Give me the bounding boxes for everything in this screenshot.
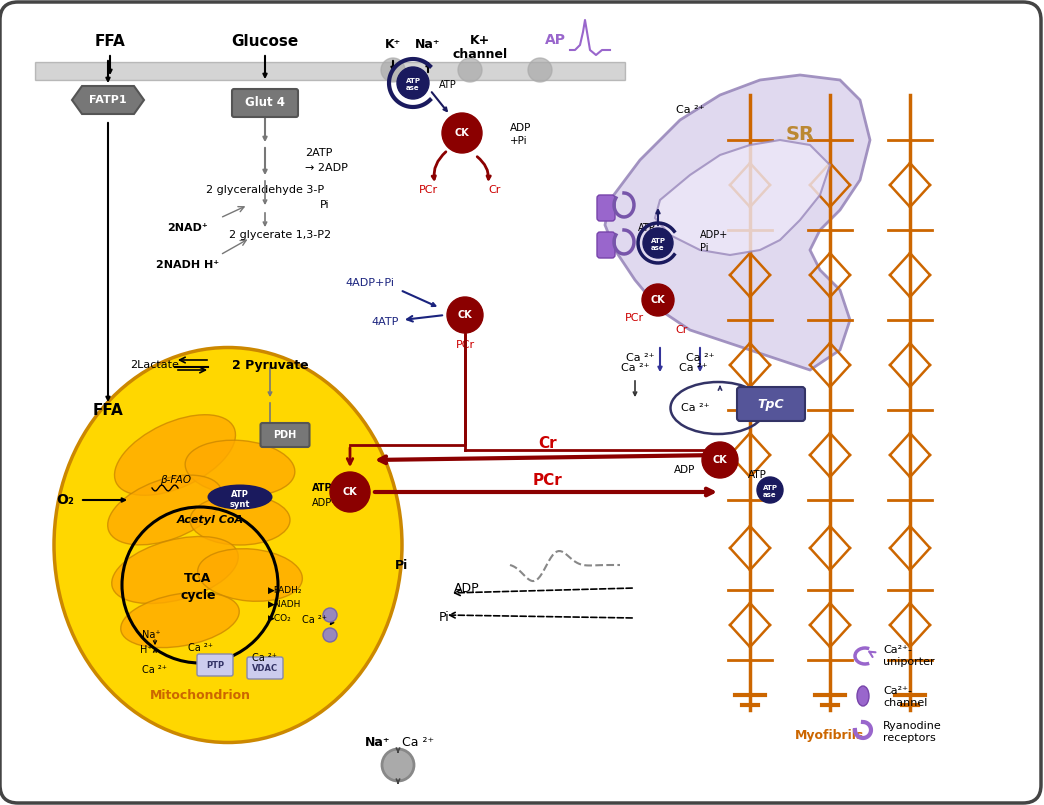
Text: Ca ²⁺: Ca ²⁺ bbox=[681, 403, 709, 413]
Ellipse shape bbox=[54, 348, 402, 742]
Text: 2 Pyruvate: 2 Pyruvate bbox=[232, 358, 308, 371]
FancyBboxPatch shape bbox=[232, 89, 298, 117]
Text: β-FAO: β-FAO bbox=[160, 475, 191, 485]
Text: ase: ase bbox=[763, 492, 777, 498]
Circle shape bbox=[447, 297, 483, 333]
FancyBboxPatch shape bbox=[247, 657, 283, 679]
Text: ADP: ADP bbox=[511, 123, 531, 133]
Circle shape bbox=[382, 749, 414, 781]
Text: Na⁺: Na⁺ bbox=[365, 736, 390, 749]
Text: CK: CK bbox=[713, 455, 728, 465]
Ellipse shape bbox=[185, 440, 294, 496]
Text: ase: ase bbox=[406, 85, 420, 91]
Text: 2NAD⁺: 2NAD⁺ bbox=[168, 223, 209, 233]
Text: TCA: TCA bbox=[185, 572, 212, 584]
Ellipse shape bbox=[857, 686, 869, 706]
FancyBboxPatch shape bbox=[197, 654, 233, 676]
Text: Ryanodine: Ryanodine bbox=[883, 721, 942, 731]
Text: AP: AP bbox=[545, 33, 566, 47]
Circle shape bbox=[323, 608, 337, 622]
Text: +Pi: +Pi bbox=[511, 136, 527, 146]
Text: Ca ²⁺: Ca ²⁺ bbox=[679, 363, 707, 373]
Text: PDH: PDH bbox=[274, 430, 296, 440]
Text: PCr: PCr bbox=[455, 340, 475, 350]
Text: receptors: receptors bbox=[883, 733, 935, 743]
Ellipse shape bbox=[115, 415, 236, 495]
Text: O₂: O₂ bbox=[56, 493, 74, 507]
Text: Glucose: Glucose bbox=[232, 35, 299, 49]
Text: ADP: ADP bbox=[454, 581, 480, 595]
Text: Ca ²⁺: Ca ²⁺ bbox=[252, 653, 277, 663]
Text: ADP+Pi: ADP+Pi bbox=[312, 498, 349, 508]
Text: K⁺: K⁺ bbox=[385, 39, 401, 52]
Text: Pi: Pi bbox=[699, 243, 709, 253]
Text: 2NADH H⁺: 2NADH H⁺ bbox=[157, 260, 219, 270]
Text: CK: CK bbox=[454, 128, 470, 138]
Text: uniporter: uniporter bbox=[883, 657, 934, 667]
Circle shape bbox=[458, 58, 482, 82]
Polygon shape bbox=[655, 140, 830, 255]
FancyBboxPatch shape bbox=[737, 387, 805, 421]
Circle shape bbox=[381, 58, 405, 82]
Text: CK: CK bbox=[650, 295, 665, 305]
Text: Glut 4: Glut 4 bbox=[245, 97, 285, 109]
Circle shape bbox=[323, 628, 337, 642]
Text: ▶FADH₂: ▶FADH₂ bbox=[268, 585, 303, 595]
Text: ▶CO₂: ▶CO₂ bbox=[268, 613, 291, 622]
Ellipse shape bbox=[197, 549, 303, 601]
FancyBboxPatch shape bbox=[597, 232, 615, 258]
Text: Pi: Pi bbox=[321, 200, 330, 210]
Ellipse shape bbox=[190, 495, 290, 545]
Text: Pi: Pi bbox=[440, 610, 450, 624]
Text: Ca²⁺-: Ca²⁺- bbox=[883, 645, 912, 655]
Text: Ca ²⁺: Ca ²⁺ bbox=[675, 105, 705, 115]
Text: Ca ²⁺: Ca ²⁺ bbox=[188, 643, 213, 653]
Circle shape bbox=[757, 477, 783, 503]
Text: 2Lactate: 2Lactate bbox=[130, 360, 180, 370]
Text: TpC: TpC bbox=[758, 398, 784, 411]
Ellipse shape bbox=[121, 592, 239, 648]
Text: ase: ase bbox=[651, 245, 665, 251]
Text: FFA: FFA bbox=[93, 402, 123, 418]
Text: PCr: PCr bbox=[533, 473, 563, 488]
Ellipse shape bbox=[108, 475, 222, 545]
Circle shape bbox=[442, 113, 482, 153]
Text: Ca²⁺-: Ca²⁺- bbox=[883, 686, 912, 696]
Text: Acetyl CoA: Acetyl CoA bbox=[176, 515, 243, 525]
Text: 2ATP: 2ATP bbox=[305, 148, 332, 158]
Text: ▶NADH: ▶NADH bbox=[268, 600, 302, 609]
Text: Na⁺: Na⁺ bbox=[142, 630, 161, 640]
Text: FATP1: FATP1 bbox=[89, 95, 126, 105]
Text: VDAC: VDAC bbox=[252, 663, 278, 672]
Text: Ca ²⁺: Ca ²⁺ bbox=[625, 353, 655, 363]
Text: Ca ²⁺: Ca ²⁺ bbox=[621, 363, 649, 373]
Text: 4ATP: 4ATP bbox=[372, 317, 399, 327]
Circle shape bbox=[330, 472, 370, 512]
Text: ATP: ATP bbox=[748, 470, 767, 480]
Polygon shape bbox=[606, 75, 870, 370]
Text: H⁺: H⁺ bbox=[140, 645, 152, 655]
Text: K+: K+ bbox=[470, 34, 490, 47]
Text: ATP: ATP bbox=[650, 238, 665, 244]
Ellipse shape bbox=[208, 485, 272, 510]
Text: cycle: cycle bbox=[181, 588, 216, 601]
Text: ADP: ADP bbox=[674, 465, 695, 475]
FancyBboxPatch shape bbox=[261, 423, 309, 447]
Text: ATP: ATP bbox=[762, 485, 778, 491]
Text: 2 glycerate 1,3-P2: 2 glycerate 1,3-P2 bbox=[229, 230, 331, 240]
Circle shape bbox=[702, 442, 738, 478]
Circle shape bbox=[528, 58, 552, 82]
Text: Ca ²⁺: Ca ²⁺ bbox=[402, 736, 434, 749]
Text: CK: CK bbox=[457, 310, 472, 320]
Text: SR: SR bbox=[785, 126, 814, 145]
Text: Ca ²⁺: Ca ²⁺ bbox=[303, 615, 328, 625]
Text: Mitochondrion: Mitochondrion bbox=[149, 688, 251, 701]
FancyBboxPatch shape bbox=[35, 62, 625, 80]
Text: 4ADP+Pi: 4ADP+Pi bbox=[346, 278, 395, 288]
Text: Cr: Cr bbox=[489, 185, 501, 195]
Text: ATP: ATP bbox=[405, 78, 421, 84]
Text: Ca ²⁺: Ca ²⁺ bbox=[142, 665, 167, 675]
Text: PCr: PCr bbox=[419, 185, 437, 195]
Text: ATP: ATP bbox=[440, 80, 457, 90]
